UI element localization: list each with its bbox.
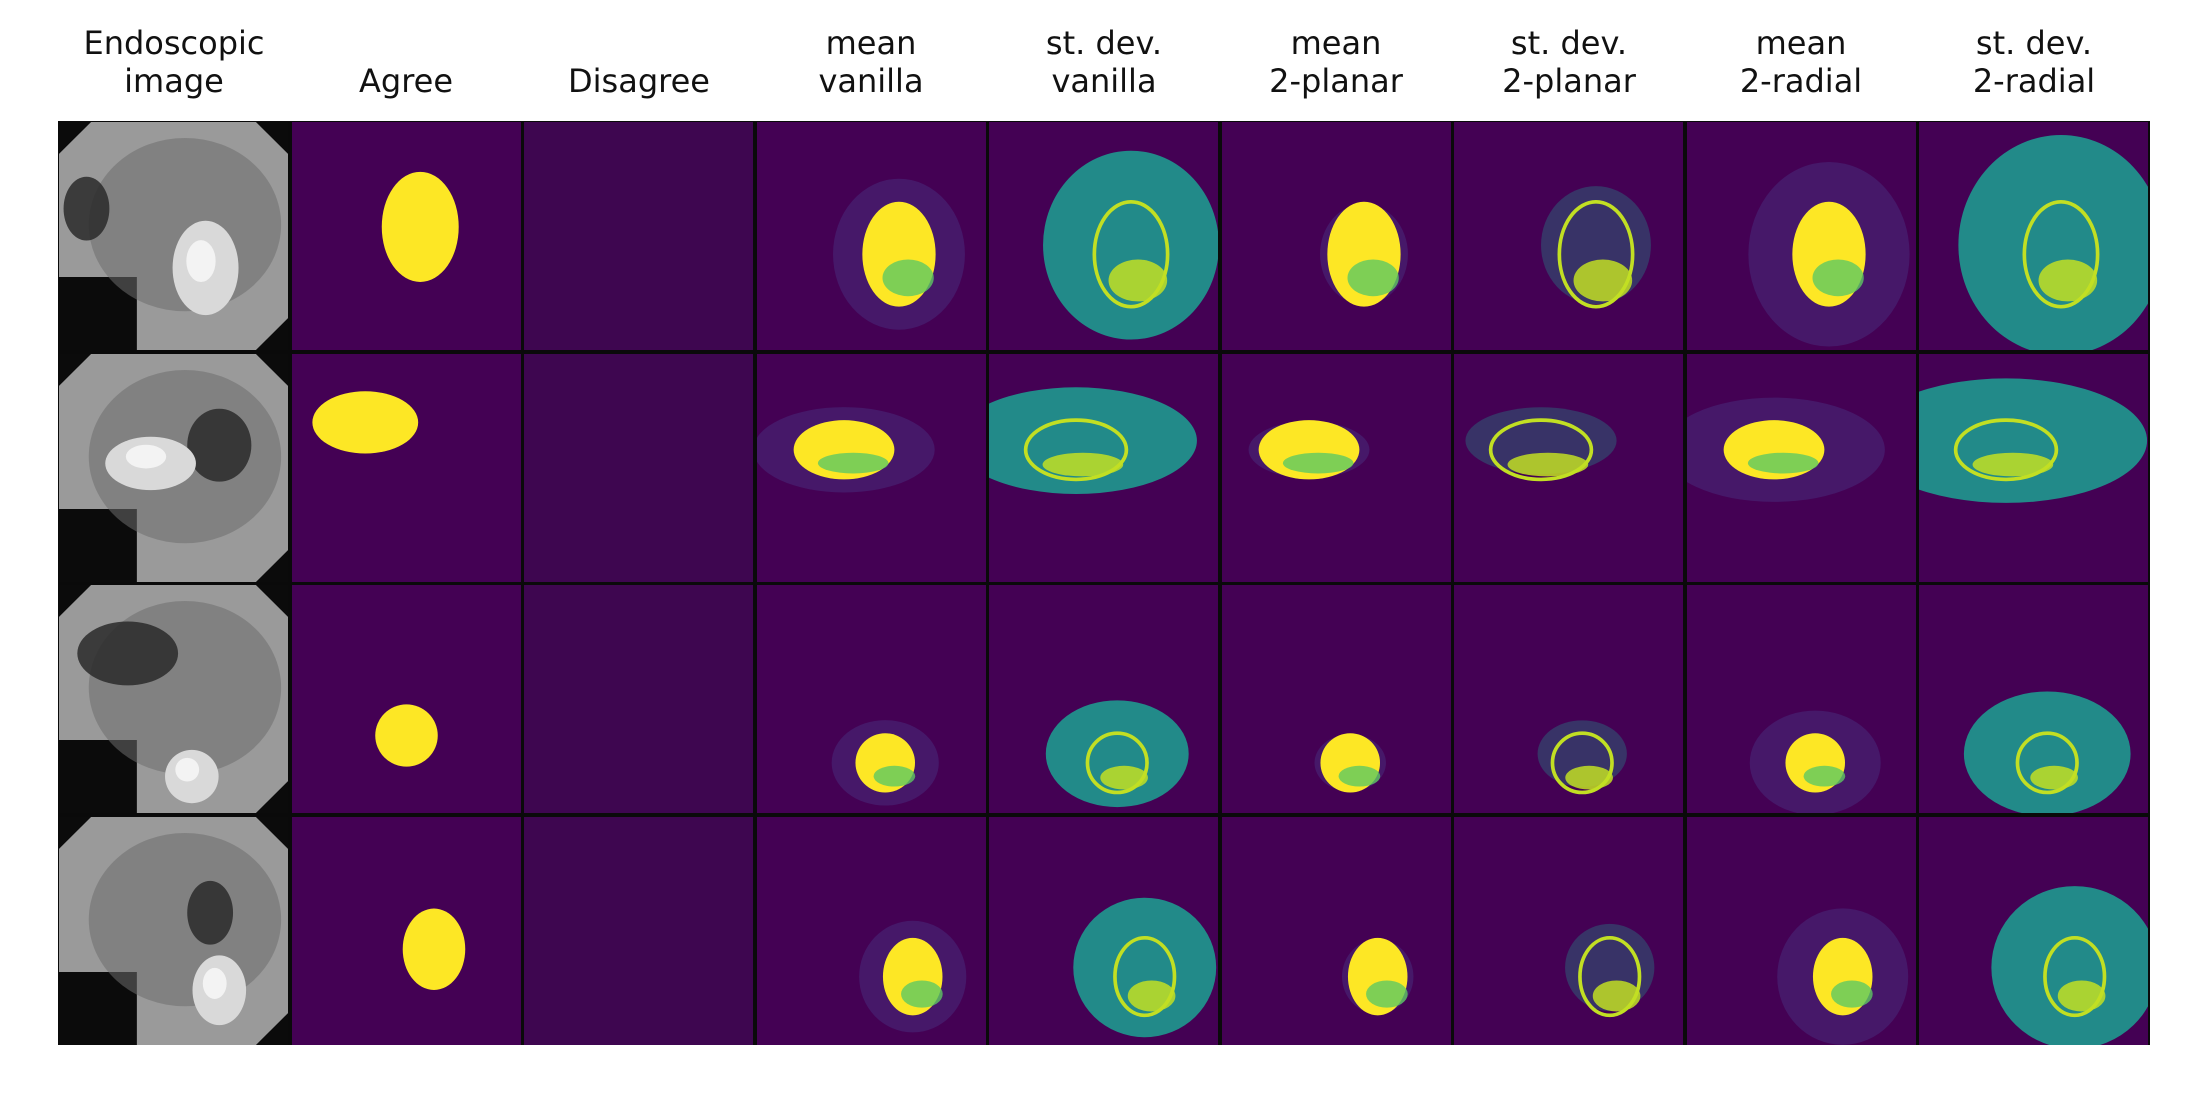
panel-mean-2radial-row-1 (1686, 122, 1916, 350)
panel-mean-2planar-row-2 (1221, 353, 1451, 582)
panel-std-2radial-row-3 (1919, 585, 2148, 813)
panel-std-2planar-row-2 (1454, 353, 1683, 582)
panel-std-2radial-row-4 (1919, 816, 2148, 1045)
panel-disagree-row-4 (524, 816, 753, 1045)
panel-mean-2planar-row-3 (1221, 585, 1451, 813)
panel-mean-vanilla-row-4 (756, 816, 986, 1045)
header-mean-vanilla: mean vanilla (818, 24, 924, 100)
panel-mean-2radial-row-2 (1686, 353, 1916, 582)
panel-std-2planar-row-1 (1454, 122, 1683, 350)
panel-std-2radial-row-2 (1919, 353, 2148, 582)
panel-mean-2radial-row-3 (1686, 585, 1916, 813)
panel-agree-row-2 (291, 353, 521, 582)
panel-agree-row-1 (291, 122, 521, 350)
panel-std-vanilla-row-1 (989, 122, 1218, 350)
panel-std-vanilla-row-3 (989, 585, 1218, 813)
header-std-vanilla: st. dev. vanilla (1045, 24, 1163, 100)
panel-mean-vanilla-row-2 (756, 353, 986, 582)
header-disagree: Disagree (568, 62, 710, 100)
panel-std-vanilla-row-2 (989, 353, 1218, 582)
panel-std-2radial-row-1 (1919, 122, 2148, 350)
panel-mean-2planar-row-4 (1221, 816, 1451, 1045)
panel-endoscopic-row-4 (59, 816, 288, 1045)
panel-endoscopic-row-1 (59, 122, 288, 350)
header-mean-2radial: mean 2-radial (1739, 24, 1863, 100)
panel-std-vanilla-row-4 (989, 816, 1218, 1045)
panel-std-2planar-row-4 (1454, 816, 1683, 1045)
panel-mean-vanilla-row-3 (756, 585, 986, 813)
header-mean-2planar: mean 2-planar (1269, 24, 1403, 100)
panel-disagree-row-2 (524, 353, 753, 582)
header-std-2planar: st. dev. 2-planar (1502, 24, 1636, 100)
header-std-2radial: st. dev. 2-radial (1972, 24, 2096, 100)
panel-agree-row-3 (291, 585, 521, 813)
panel-mean-vanilla-row-1 (756, 122, 986, 350)
panel-mean-2planar-row-1 (1221, 122, 1451, 350)
panel-endoscopic-row-3 (59, 585, 288, 813)
panel-disagree-row-3 (524, 585, 753, 813)
panel-endoscopic-row-2 (59, 353, 288, 582)
panel-agree-row-4 (291, 816, 521, 1045)
panel-std-2planar-row-3 (1454, 585, 1683, 813)
panel-disagree-row-1 (524, 122, 753, 350)
panel-mean-2radial-row-4 (1686, 816, 1916, 1045)
header-agree: Agree (358, 62, 454, 100)
image-grid (58, 121, 2150, 1045)
header-endoscopic-image: Endoscopic image (83, 24, 265, 100)
